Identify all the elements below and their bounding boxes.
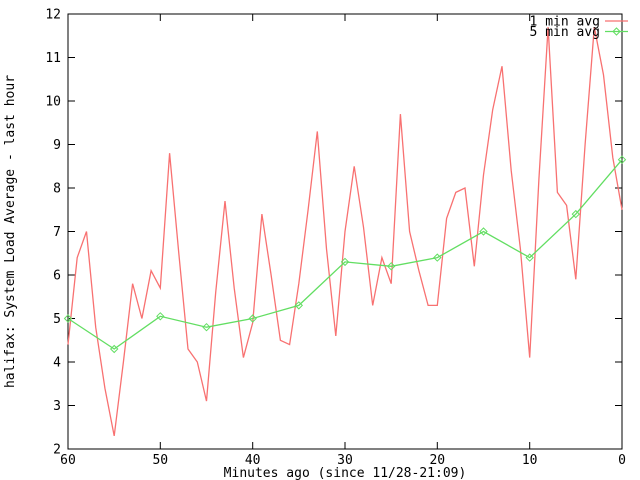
x-tick-label: 40 — [245, 453, 261, 468]
diamond-marker — [479, 227, 488, 236]
y-tick-label: 2 — [53, 443, 61, 458]
diamond-marker — [156, 312, 165, 321]
x-tick-label: 60 — [60, 453, 76, 468]
diamond-marker — [294, 301, 304, 310]
y-tick-label: 7 — [53, 225, 61, 240]
diamond-marker — [63, 314, 73, 323]
legend-label-5min: 5 min avg — [530, 25, 600, 40]
diamond-marker — [109, 344, 119, 354]
y-tick-label: 10 — [45, 95, 61, 110]
x-tick-label: 20 — [429, 453, 445, 468]
series-line-1min — [67, 26, 623, 437]
diamond-marker — [525, 253, 534, 262]
y-tick-label: 5 — [53, 312, 61, 327]
x-axis-title: Minutes ago (since 11/28-21:09) — [224, 466, 467, 480]
series-markers-5min — [63, 155, 627, 354]
x-tick-label: 10 — [522, 453, 538, 468]
diamond-marker — [617, 155, 627, 164]
x-axis-ticks: 60 50 40 30 20 10 0 — [60, 14, 626, 468]
y-axis-title: halifax: System Load Average - last hour — [3, 75, 18, 388]
diamond-marker — [340, 257, 350, 267]
diamond-marker — [202, 322, 211, 332]
diamond-marker — [248, 314, 257, 323]
y-tick-label: 12 — [45, 8, 61, 23]
legend-diamond-marker — [612, 27, 621, 36]
x-tick-label: 30 — [337, 453, 353, 468]
legend-label-1min: 1 min avg — [530, 15, 600, 30]
y-tick-label: 3 — [53, 399, 61, 414]
y-tick-label: 4 — [53, 356, 61, 371]
series-line-5min — [67, 159, 623, 350]
x-tick-label: 0 — [618, 453, 626, 468]
y-tick-label: 6 — [53, 269, 61, 284]
y-axis-ticks: 2 3 4 5 6 7 8 9 10 11 12 — [45, 8, 622, 458]
y-tick-label: 11 — [45, 51, 61, 66]
y-tick-label: 9 — [53, 138, 61, 153]
y-tick-label: 8 — [53, 182, 61, 197]
diamond-marker — [571, 209, 581, 219]
diamond-marker — [433, 253, 442, 262]
diamond-marker — [386, 262, 396, 271]
x-tick-label: 50 — [152, 453, 168, 468]
